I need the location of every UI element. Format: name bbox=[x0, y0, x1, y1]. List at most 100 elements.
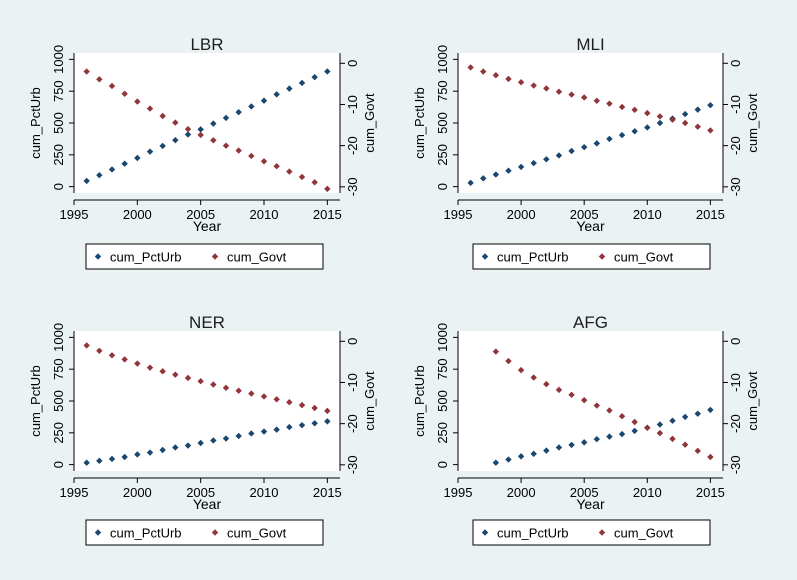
data-point bbox=[83, 342, 90, 349]
data-point bbox=[580, 94, 588, 101]
data-point bbox=[694, 410, 701, 417]
data-point bbox=[108, 82, 116, 90]
data-point bbox=[286, 423, 293, 431]
y-tick-label-left: 500 bbox=[51, 390, 66, 412]
data-point bbox=[146, 148, 154, 155]
data-point bbox=[568, 91, 575, 98]
x-tick-label: 2000 bbox=[123, 485, 152, 500]
y-tick-label-right: -20 bbox=[345, 414, 360, 433]
y-tick-label-left: 500 bbox=[51, 112, 66, 134]
series-cum-govt bbox=[467, 64, 714, 134]
data-point bbox=[505, 167, 512, 174]
data-point bbox=[606, 135, 613, 143]
data-point bbox=[121, 160, 128, 167]
y-tick-label-left: 0 bbox=[51, 183, 66, 190]
data-point bbox=[235, 387, 242, 394]
x-tick-label: 2005 bbox=[186, 207, 215, 222]
y-axis-label-left: cum_PctUrb bbox=[28, 87, 43, 159]
y-tick-label-left: 1000 bbox=[435, 45, 450, 74]
chart-title: MLI bbox=[576, 35, 604, 54]
data-point bbox=[669, 417, 676, 424]
data-point bbox=[273, 426, 280, 433]
data-point bbox=[568, 441, 575, 449]
data-point bbox=[159, 142, 166, 150]
data-point bbox=[197, 126, 204, 133]
y-tick-label-left: 0 bbox=[435, 183, 450, 190]
data-point bbox=[311, 420, 318, 427]
data-point bbox=[248, 430, 255, 437]
data-point bbox=[210, 137, 217, 144]
data-point bbox=[273, 396, 280, 403]
y-tick-label-left: 250 bbox=[435, 422, 450, 444]
data-point bbox=[707, 101, 714, 109]
legend-marker bbox=[94, 253, 102, 260]
y-tick-label-right: -10 bbox=[345, 373, 360, 392]
y-tick-label-left: 250 bbox=[435, 144, 450, 166]
y-axis-label-left: cum_PctUrb bbox=[28, 365, 43, 437]
y-tick-label-right: -20 bbox=[345, 136, 360, 155]
data-point bbox=[83, 177, 90, 185]
panel-ner: NER 1995 2000 2005 2010 2015 Year 0 250 500 750 100… bbox=[28, 313, 377, 546]
data-point bbox=[311, 179, 318, 186]
legend-label: cum_PctUrb bbox=[110, 250, 182, 265]
data-point bbox=[467, 179, 474, 187]
plot-area bbox=[458, 331, 723, 471]
y-axis-label-right: cum_Govt bbox=[745, 371, 760, 431]
data-point bbox=[694, 447, 701, 455]
legend: cum_PctUrb cum_Govt bbox=[85, 243, 324, 270]
data-point bbox=[108, 352, 116, 359]
data-point bbox=[324, 418, 331, 425]
data-point bbox=[656, 113, 664, 120]
data-point bbox=[96, 76, 103, 83]
data-point bbox=[134, 154, 141, 162]
y-tick-label-right: -10 bbox=[728, 95, 743, 114]
series-cum-pcturb bbox=[467, 101, 714, 187]
data-point bbox=[492, 459, 500, 466]
x-axis-label: Year bbox=[576, 496, 605, 512]
data-point bbox=[146, 449, 154, 456]
data-point bbox=[631, 128, 638, 135]
data-point bbox=[324, 185, 331, 193]
data-point bbox=[580, 439, 588, 446]
data-point bbox=[681, 413, 689, 421]
panel-lbr: LBR 1995 2000 2005 2010 2015 Year 0 250 500 750 100… bbox=[28, 35, 377, 270]
y-tick-label-left: 250 bbox=[51, 422, 66, 444]
data-point bbox=[467, 64, 474, 71]
legend-marker bbox=[598, 529, 606, 536]
data-point bbox=[517, 453, 525, 460]
data-point bbox=[210, 120, 217, 127]
y-tick-label-right: 0 bbox=[345, 338, 360, 345]
data-point bbox=[681, 119, 689, 127]
data-point bbox=[618, 131, 626, 139]
data-point bbox=[517, 79, 525, 86]
data-point bbox=[121, 90, 128, 97]
data-point bbox=[593, 402, 601, 409]
data-point bbox=[197, 439, 204, 447]
data-point bbox=[134, 451, 141, 458]
y-tick-label-left: 0 bbox=[435, 461, 450, 468]
data-point bbox=[707, 453, 714, 461]
legend-marker bbox=[211, 529, 219, 536]
x-tick-label: 1995 bbox=[444, 207, 473, 222]
y-tick-label-right: -10 bbox=[345, 95, 360, 114]
data-point bbox=[108, 166, 116, 173]
data-point bbox=[235, 108, 242, 116]
data-point bbox=[324, 407, 331, 415]
y-axis-label-right: cum_Govt bbox=[362, 371, 377, 431]
data-point bbox=[644, 424, 651, 431]
data-point bbox=[707, 406, 714, 414]
data-point bbox=[656, 421, 664, 428]
data-point bbox=[184, 374, 192, 382]
x-tick-label: 2015 bbox=[696, 485, 725, 500]
y-tick-label-right: -30 bbox=[345, 455, 360, 474]
data-point bbox=[568, 147, 575, 155]
legend: cum_PctUrb cum_Govt bbox=[472, 519, 711, 546]
data-point bbox=[235, 147, 242, 154]
data-point bbox=[505, 357, 512, 365]
data-point bbox=[273, 91, 280, 98]
y-axis-label-left: cum_PctUrb bbox=[412, 87, 427, 159]
x-tick-label: 1995 bbox=[60, 207, 89, 222]
data-point bbox=[669, 435, 676, 443]
data-point bbox=[517, 163, 525, 171]
data-point bbox=[631, 418, 638, 426]
